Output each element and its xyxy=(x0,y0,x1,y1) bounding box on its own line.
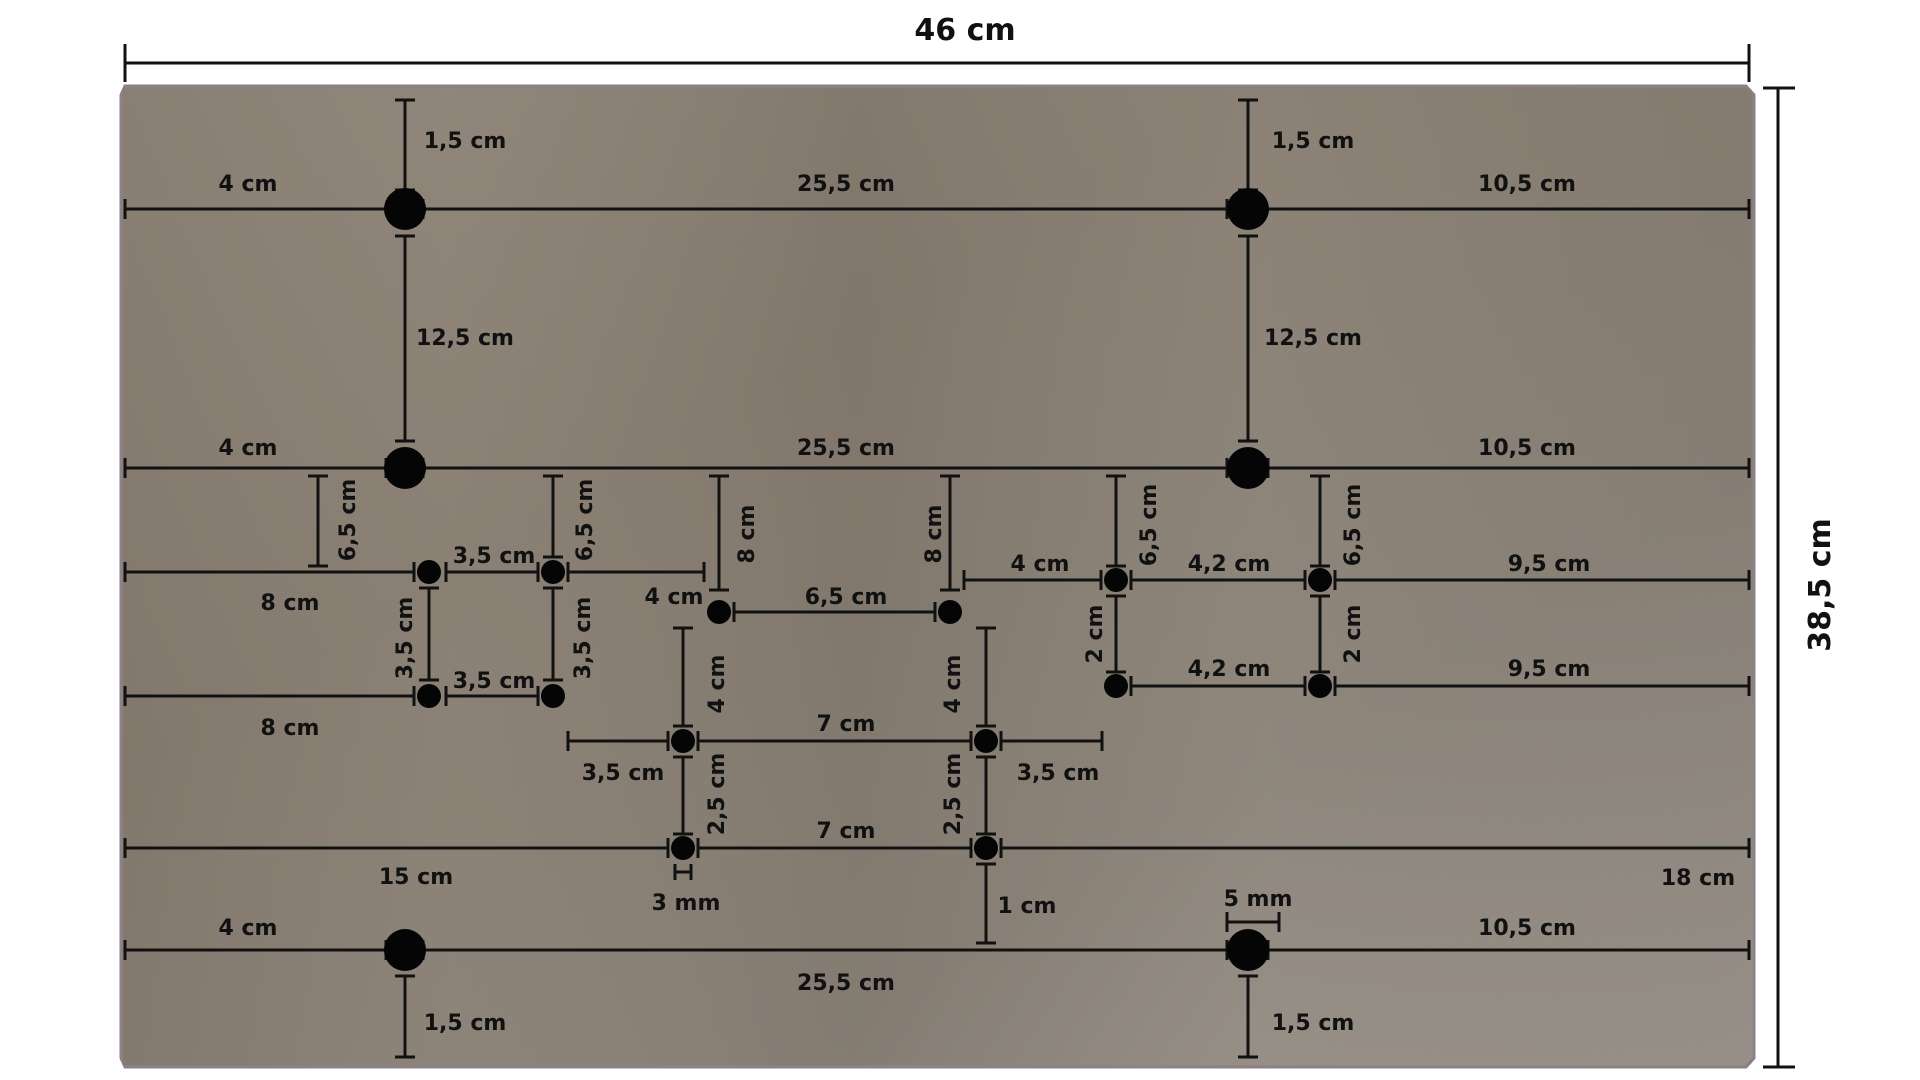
dim-label: 4 cm xyxy=(941,655,966,714)
hole-large xyxy=(384,447,426,489)
hole-large xyxy=(384,188,426,230)
hole-small xyxy=(541,560,565,584)
dim-label: 5 mm xyxy=(1224,887,1293,912)
dim-label: 3,5 cm xyxy=(453,544,536,569)
hole-small xyxy=(1104,568,1128,592)
dim-label: 7 cm xyxy=(817,819,876,844)
dim-label: 3,5 cm xyxy=(571,597,596,680)
dim-label: 12,5 cm xyxy=(416,326,514,351)
dim-label: 6,5 cm xyxy=(1341,484,1366,567)
dim-label: 6,5 cm xyxy=(805,585,888,610)
dim-label: 1,5 cm xyxy=(424,1011,507,1036)
hole-small xyxy=(671,729,695,753)
dim-label: 3 mm xyxy=(652,891,721,916)
dim-label: 25,5 cm xyxy=(797,436,895,461)
overall-width-label: 46 cm xyxy=(914,13,1015,48)
dim-label: 4 cm xyxy=(219,172,278,197)
dim-label: 8 cm xyxy=(922,505,947,564)
dim-label: 3,5 cm xyxy=(1017,761,1100,786)
dim-label: 2 cm xyxy=(1083,605,1108,664)
hole-small xyxy=(974,729,998,753)
hole-large xyxy=(1227,447,1269,489)
dim-label: 8 cm xyxy=(735,505,760,564)
dim-label: 15 cm xyxy=(379,865,453,890)
dim-label: 12,5 cm xyxy=(1264,326,1362,351)
hole-small xyxy=(1308,674,1332,698)
hole-small xyxy=(938,600,962,624)
hole-small xyxy=(417,684,441,708)
dim-label: 10,5 cm xyxy=(1478,916,1576,941)
hole-small xyxy=(707,600,731,624)
dim-label: 8 cm xyxy=(261,591,320,616)
dim-label: 25,5 cm xyxy=(797,172,895,197)
dim-label: 2,5 cm xyxy=(705,753,730,836)
dim-label: 7 cm xyxy=(817,712,876,737)
hole-large xyxy=(384,929,426,971)
dim-label: 3,5 cm xyxy=(453,669,536,694)
hole-small xyxy=(1104,674,1128,698)
dim-label: 25,5 cm xyxy=(797,971,895,996)
dim-label: 4,2 cm xyxy=(1188,552,1271,577)
hole-large xyxy=(1227,929,1269,971)
dim-label: 6,5 cm xyxy=(573,479,598,562)
board-grain xyxy=(123,88,1752,1065)
dim-label: 9,5 cm xyxy=(1508,552,1591,577)
dim-label: 4 cm xyxy=(1011,552,1070,577)
dim-label: 9,5 cm xyxy=(1508,657,1591,682)
overall-height-label: 38,5 cm xyxy=(1803,518,1838,652)
dim-label: 1 cm xyxy=(998,894,1057,919)
hole-small xyxy=(417,560,441,584)
dim-label: 4,2 cm xyxy=(1188,657,1271,682)
dim-label: 1,5 cm xyxy=(424,129,507,154)
dim-label: 4 cm xyxy=(219,916,278,941)
hole-small xyxy=(974,836,998,860)
dim-label: 10,5 cm xyxy=(1478,436,1576,461)
dim-label: 3,5 cm xyxy=(582,761,665,786)
hole-small xyxy=(541,684,565,708)
dim-label: 6,5 cm xyxy=(1137,484,1162,567)
dim-label: 1,5 cm xyxy=(1272,1011,1355,1036)
dim-label: 18 cm xyxy=(1661,866,1735,891)
dim-label: 3,5 cm xyxy=(393,597,418,680)
dim-label: 10,5 cm xyxy=(1478,172,1576,197)
dim-label: 4 cm xyxy=(219,436,278,461)
hole-small xyxy=(671,836,695,860)
dim-label: 8 cm xyxy=(261,716,320,741)
hole-large xyxy=(1227,188,1269,230)
dim-label: 2,5 cm xyxy=(941,753,966,836)
dim-label: 2 cm xyxy=(1341,605,1366,664)
hole-small xyxy=(1308,568,1332,592)
dim-label: 1,5 cm xyxy=(1272,129,1355,154)
dim-label: 4 cm xyxy=(645,585,704,610)
dim-label: 6,5 cm xyxy=(336,479,361,562)
dim-label: 4 cm xyxy=(705,655,730,714)
